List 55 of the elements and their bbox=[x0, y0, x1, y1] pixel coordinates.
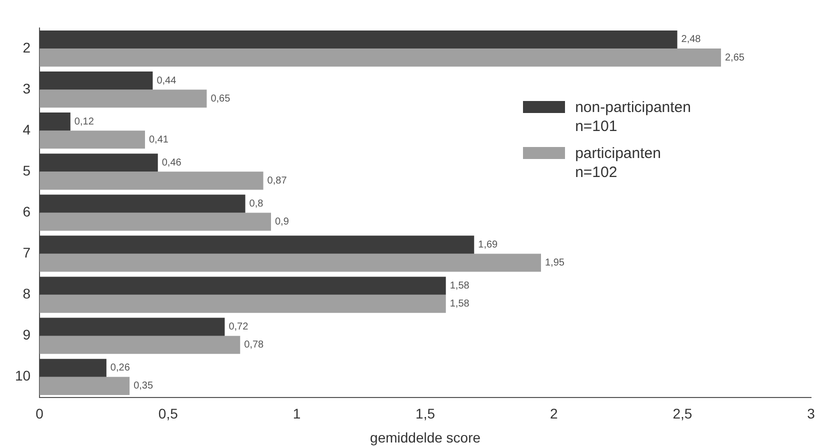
bar bbox=[40, 194, 246, 213]
data-label: 0,72 bbox=[228, 322, 249, 333]
legend-label: non-participanten n=101 bbox=[575, 98, 691, 136]
x-tick-label: 1 bbox=[292, 406, 301, 422]
bar bbox=[40, 90, 207, 108]
y-tick-label: 9 bbox=[22, 326, 31, 343]
bar bbox=[40, 30, 678, 49]
data-label: 0,65 bbox=[210, 93, 231, 104]
bar bbox=[40, 276, 446, 295]
x-tick-label: 1,5 bbox=[416, 406, 436, 422]
data-label: 0,12 bbox=[74, 116, 94, 128]
legend-label: participanten n=102 bbox=[575, 144, 661, 182]
y-tick-label: 10 bbox=[14, 368, 31, 384]
bar bbox=[40, 254, 541, 272]
bar bbox=[40, 376, 130, 395]
data-label: 1,95 bbox=[545, 258, 565, 269]
data-label: 1,58 bbox=[450, 298, 470, 310]
data-label: 0,9 bbox=[275, 216, 290, 228]
x-tick-label: 0,5 bbox=[158, 406, 178, 422]
x-axis-title: gemiddelde score bbox=[370, 429, 481, 446]
y-tick-label: 4 bbox=[22, 121, 31, 138]
data-label: 0,8 bbox=[249, 198, 264, 210]
data-label: 0,41 bbox=[149, 134, 169, 146]
data-label: 0,35 bbox=[134, 380, 154, 392]
data-label: 0,44 bbox=[156, 75, 177, 86]
y-tick-label: 6 bbox=[22, 204, 31, 220]
bar bbox=[40, 236, 474, 254]
bar bbox=[40, 154, 158, 172]
bar bbox=[40, 172, 264, 190]
y-tick-label: 8 bbox=[22, 286, 31, 302]
bar bbox=[40, 112, 70, 131]
y-tick-label: 3 bbox=[22, 80, 31, 96]
data-label: 1,69 bbox=[478, 239, 498, 250]
x-tick-label: 2 bbox=[550, 406, 558, 422]
bar bbox=[40, 72, 153, 90]
bar bbox=[40, 294, 446, 313]
data-label: 0,26 bbox=[110, 362, 130, 374]
y-tick-label: 5 bbox=[22, 162, 31, 179]
bar bbox=[40, 358, 106, 377]
bar bbox=[40, 318, 225, 336]
bar bbox=[40, 130, 145, 149]
y-tick-label: 7 bbox=[22, 244, 31, 261]
data-label: 0,78 bbox=[244, 340, 264, 351]
x-tick-label: 2,5 bbox=[672, 406, 692, 422]
data-label: 0,87 bbox=[267, 175, 288, 186]
data-label: 2,48 bbox=[681, 34, 702, 46]
bar bbox=[40, 212, 271, 231]
bar bbox=[40, 48, 721, 67]
data-label: 1,58 bbox=[450, 280, 470, 292]
x-tick-label: 3 bbox=[807, 406, 816, 422]
bar bbox=[40, 336, 240, 354]
x-tick-label: 0 bbox=[36, 406, 44, 422]
y-tick-label: 2 bbox=[22, 39, 31, 56]
data-label: 0,46 bbox=[162, 157, 182, 168]
data-label: 2,65 bbox=[725, 52, 745, 64]
